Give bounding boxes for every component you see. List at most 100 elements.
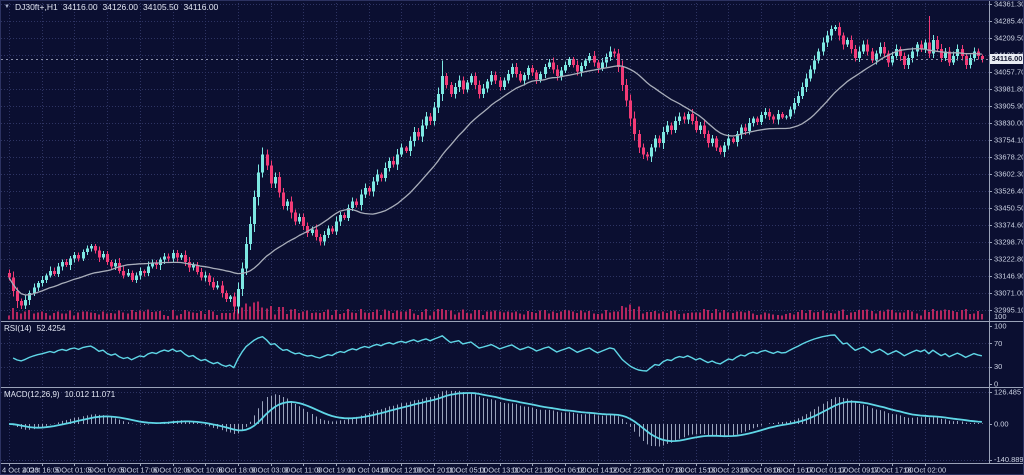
candle bbox=[797, 91, 800, 107]
candle bbox=[331, 225, 334, 235]
volume-bar bbox=[948, 309, 950, 320]
volume-bar bbox=[662, 311, 664, 320]
candle bbox=[212, 277, 215, 291]
volume-bar bbox=[474, 309, 476, 320]
volume-bar bbox=[376, 309, 378, 320]
time-tick-label: 13 Oct 23:00 bbox=[707, 466, 750, 475]
candle bbox=[372, 176, 375, 197]
volume-bar bbox=[793, 314, 795, 320]
candle bbox=[237, 282, 240, 314]
volume-bar bbox=[364, 312, 366, 320]
candle bbox=[756, 116, 759, 125]
volume-bar bbox=[270, 305, 272, 320]
candle bbox=[458, 75, 461, 93]
rsi-value: 52.4254 bbox=[36, 324, 66, 333]
volume-bar bbox=[625, 307, 627, 320]
candle bbox=[817, 48, 820, 64]
candle bbox=[920, 40, 923, 52]
candle bbox=[633, 111, 636, 141]
volume-bar bbox=[732, 312, 734, 320]
candle bbox=[752, 116, 755, 127]
candle bbox=[760, 112, 763, 125]
candle bbox=[842, 32, 845, 50]
candle bbox=[176, 250, 179, 262]
price-tick-label: 33830.00 bbox=[994, 119, 1024, 128]
volume-bar bbox=[535, 313, 537, 320]
time-tick-label: 17 Oct 17:00 bbox=[871, 466, 914, 475]
volume-bar bbox=[666, 313, 668, 320]
volume-bar bbox=[351, 312, 353, 320]
volume-bar bbox=[241, 307, 243, 320]
candle bbox=[871, 47, 874, 64]
candle bbox=[65, 258, 68, 267]
volume-bar bbox=[556, 312, 558, 320]
candle bbox=[781, 112, 784, 120]
volume-bar bbox=[53, 313, 55, 320]
volume-bar bbox=[642, 313, 644, 320]
chart-menu-icon[interactable]: ▼ bbox=[4, 4, 10, 10]
volume-bar bbox=[486, 311, 488, 320]
volume-bar bbox=[552, 311, 554, 320]
candle bbox=[911, 47, 914, 63]
volume-bar bbox=[355, 313, 357, 320]
volume-bar bbox=[687, 313, 689, 320]
candle bbox=[805, 73, 808, 93]
candle bbox=[437, 87, 440, 113]
price-tick-label: 33754.10 bbox=[994, 136, 1024, 145]
price-tick-label: 34209.50 bbox=[994, 34, 1024, 43]
macd-name: MACD(12,26,9) bbox=[4, 390, 60, 399]
volume-bar bbox=[368, 313, 370, 320]
volume-bar bbox=[858, 310, 860, 320]
volume-bar bbox=[736, 311, 738, 320]
candle bbox=[368, 185, 371, 196]
candle bbox=[425, 111, 428, 129]
volume-bar bbox=[225, 313, 227, 320]
volume-bar bbox=[494, 310, 496, 320]
volume-bar bbox=[650, 311, 652, 320]
volume-bar bbox=[981, 314, 983, 320]
candle bbox=[482, 84, 485, 99]
volume-bar bbox=[695, 312, 697, 320]
volume-bar bbox=[315, 312, 317, 320]
candle bbox=[204, 271, 207, 282]
price-tick-label: 33678.20 bbox=[994, 153, 1024, 162]
candle bbox=[335, 216, 338, 236]
volume-bar bbox=[282, 307, 284, 320]
candle bbox=[53, 267, 56, 276]
macd-signal-path bbox=[8, 392, 982, 443]
volume-bar bbox=[617, 311, 619, 320]
volume-bar bbox=[143, 311, 145, 320]
candle bbox=[417, 127, 420, 141]
candle bbox=[306, 222, 309, 238]
candle bbox=[486, 78, 489, 93]
candle bbox=[928, 15, 931, 59]
volume-bar bbox=[172, 310, 174, 320]
candle bbox=[102, 250, 105, 260]
volume-bar bbox=[413, 313, 415, 320]
volume-bar bbox=[188, 311, 190, 320]
volume-bar bbox=[511, 312, 513, 320]
volume-bar bbox=[458, 312, 460, 320]
candle bbox=[282, 187, 285, 210]
volume-bar bbox=[691, 312, 693, 320]
candle bbox=[462, 76, 465, 95]
candle bbox=[253, 190, 256, 233]
volume-bar bbox=[306, 310, 308, 320]
macd-tick-label: 0.00 bbox=[994, 420, 1009, 429]
candle bbox=[883, 42, 886, 58]
candle bbox=[670, 122, 673, 135]
volume-bar bbox=[629, 304, 631, 320]
volume-bar bbox=[159, 310, 161, 320]
price-axis[interactable]: 34361.3034285.4034209.5034133.6034057.70… bbox=[989, 1, 1024, 464]
time-tick-label: 6 Oct 02:00 bbox=[153, 466, 192, 475]
candle bbox=[527, 65, 530, 80]
macd-tick-label: -140.889 bbox=[994, 455, 1024, 464]
candle bbox=[507, 70, 510, 84]
candle bbox=[572, 57, 575, 68]
time-tick-label: 9 Oct 19:00 bbox=[317, 466, 356, 475]
volume-bar bbox=[670, 310, 672, 320]
volume-bar bbox=[564, 310, 566, 320]
candle bbox=[192, 262, 195, 271]
